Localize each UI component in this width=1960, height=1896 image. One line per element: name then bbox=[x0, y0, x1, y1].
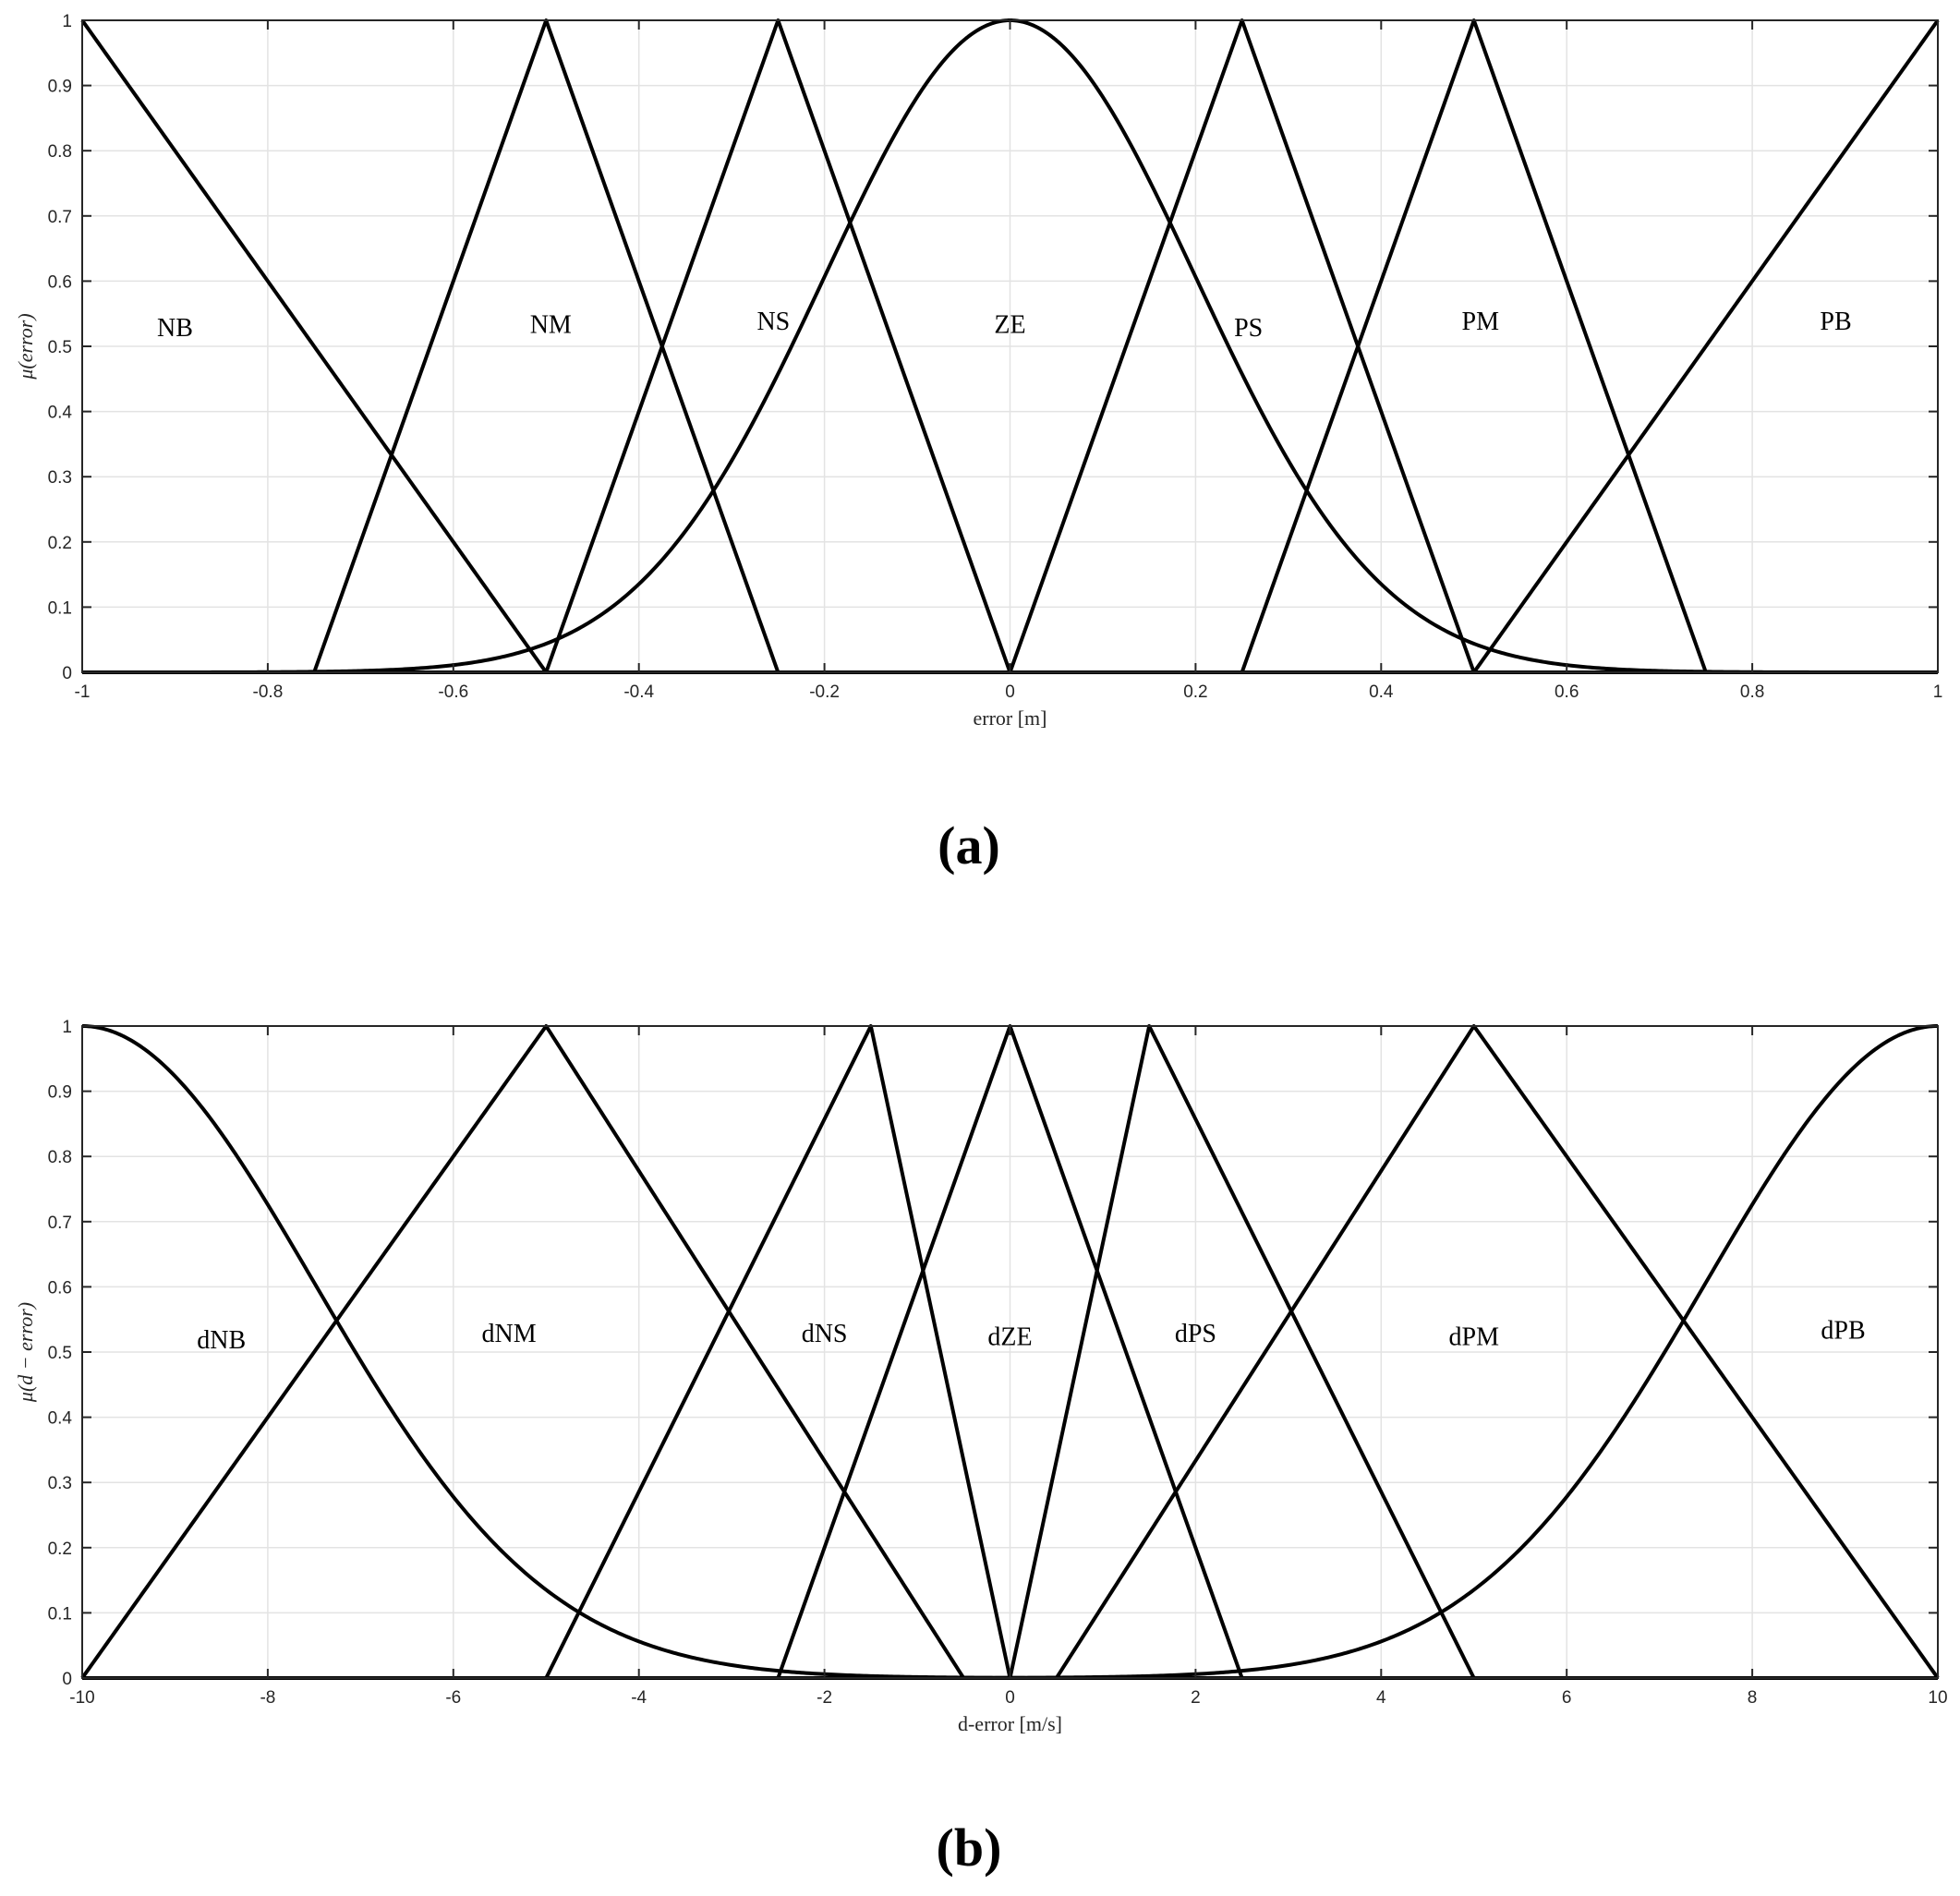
series-label-dPS: dPS bbox=[1175, 1320, 1216, 1348]
y-tick-label: 0.9 bbox=[48, 78, 72, 97]
x-axis-label: error [m] bbox=[973, 706, 1047, 730]
x-tick-label: 0 bbox=[1005, 1688, 1015, 1708]
y-axis-label: μ(d − error) bbox=[14, 1302, 37, 1403]
x-tick-label: -1 bbox=[75, 682, 91, 702]
y-tick-label: 0.7 bbox=[48, 1214, 72, 1233]
y-tick-label: 0.5 bbox=[48, 338, 72, 357]
x-tick-label: -6 bbox=[445, 1688, 461, 1708]
x-tick-label: 0.6 bbox=[1555, 682, 1579, 702]
series-label-NS: NS bbox=[756, 308, 790, 336]
series-label-PB: PB bbox=[1820, 308, 1851, 336]
y-tick-label: 0 bbox=[62, 1670, 72, 1689]
y-tick-label: 0.2 bbox=[48, 1540, 72, 1559]
x-tick-label: 1 bbox=[1933, 682, 1943, 702]
y-tick-label: 0.1 bbox=[48, 598, 72, 618]
x-tick-label: 2 bbox=[1191, 1688, 1201, 1708]
series-label-PM: PM bbox=[1462, 308, 1500, 336]
x-tick-label: 0.4 bbox=[1369, 682, 1394, 702]
x-tick-label: 0 bbox=[1005, 682, 1015, 702]
y-tick-label: 0.3 bbox=[48, 1474, 72, 1493]
x-tick-label: -0.2 bbox=[809, 682, 840, 702]
y-tick-label: 0.8 bbox=[48, 142, 72, 162]
x-tick-label: -0.8 bbox=[253, 682, 284, 702]
x-tick-label: 6 bbox=[1562, 1688, 1572, 1708]
panel-label: (a) bbox=[938, 815, 1000, 876]
series-label-dZE: dZE bbox=[987, 1322, 1032, 1351]
series-label-dPB: dPB bbox=[1821, 1316, 1865, 1345]
y-tick-label: 0.5 bbox=[48, 1344, 72, 1363]
y-axis-label: μ(error) bbox=[14, 313, 37, 380]
y-tick-label: 0.7 bbox=[48, 208, 72, 227]
y-tick-label: 0.4 bbox=[48, 404, 73, 423]
series-label-dPM: dPM bbox=[1449, 1322, 1500, 1351]
x-tick-label: 0.2 bbox=[1183, 682, 1207, 702]
x-tick-label: 4 bbox=[1376, 1688, 1386, 1708]
panel-label: (b) bbox=[937, 1818, 1002, 1878]
y-tick-label: 0.8 bbox=[48, 1148, 72, 1167]
series-label-dNM: dNM bbox=[482, 1320, 537, 1348]
x-tick-label: 8 bbox=[1748, 1688, 1758, 1708]
series-label-NM: NM bbox=[530, 310, 572, 339]
y-tick-label: 0.3 bbox=[48, 468, 72, 488]
x-tick-label: 10 bbox=[1928, 1688, 1947, 1708]
series-label-NB: NB bbox=[157, 314, 193, 343]
y-tick-label: 0.6 bbox=[48, 1278, 72, 1298]
y-tick-label: 1 bbox=[62, 1018, 72, 1037]
x-tick-label: 0.8 bbox=[1740, 682, 1764, 702]
series-label-dNB: dNB bbox=[197, 1326, 246, 1355]
x-tick-label: -0.4 bbox=[623, 682, 654, 702]
y-tick-label: 0.4 bbox=[48, 1409, 73, 1429]
x-axis-label: d-error [m/s] bbox=[958, 1712, 1062, 1735]
y-tick-label: 0.1 bbox=[48, 1604, 72, 1624]
chart-panel-a: -1 -0.8 -0.6 -0.4 -0.2 0 0.2 0.4 0.6 0.8 1 0 0.1 0.2 0… bbox=[14, 12, 1942, 876]
x-tick-label: -0.6 bbox=[438, 682, 468, 702]
chart-panel-b: -10 -8 -6 -4 -2 0 2 4 6 8 10 0 0.1 0.2 0.3 0.4 0.5 0.6 0.7… bbox=[14, 1018, 1948, 1878]
x-tick-label: -2 bbox=[817, 1688, 832, 1708]
series-label-dNS: dNS bbox=[802, 1320, 848, 1348]
x-tick-label: -4 bbox=[631, 1688, 647, 1708]
y-tick-label: 0.2 bbox=[48, 534, 72, 553]
x-tick-label: -10 bbox=[69, 1688, 94, 1708]
y-tick-label: 0 bbox=[62, 664, 72, 683]
x-tick-label: -8 bbox=[260, 1688, 275, 1708]
y-tick-label: 0.9 bbox=[48, 1083, 72, 1103]
y-tick-label: 1 bbox=[62, 12, 72, 31]
series-label-ZE: ZE bbox=[994, 310, 1025, 339]
y-tick-label: 0.6 bbox=[48, 272, 72, 292]
series-label-PS: PS bbox=[1234, 314, 1263, 343]
